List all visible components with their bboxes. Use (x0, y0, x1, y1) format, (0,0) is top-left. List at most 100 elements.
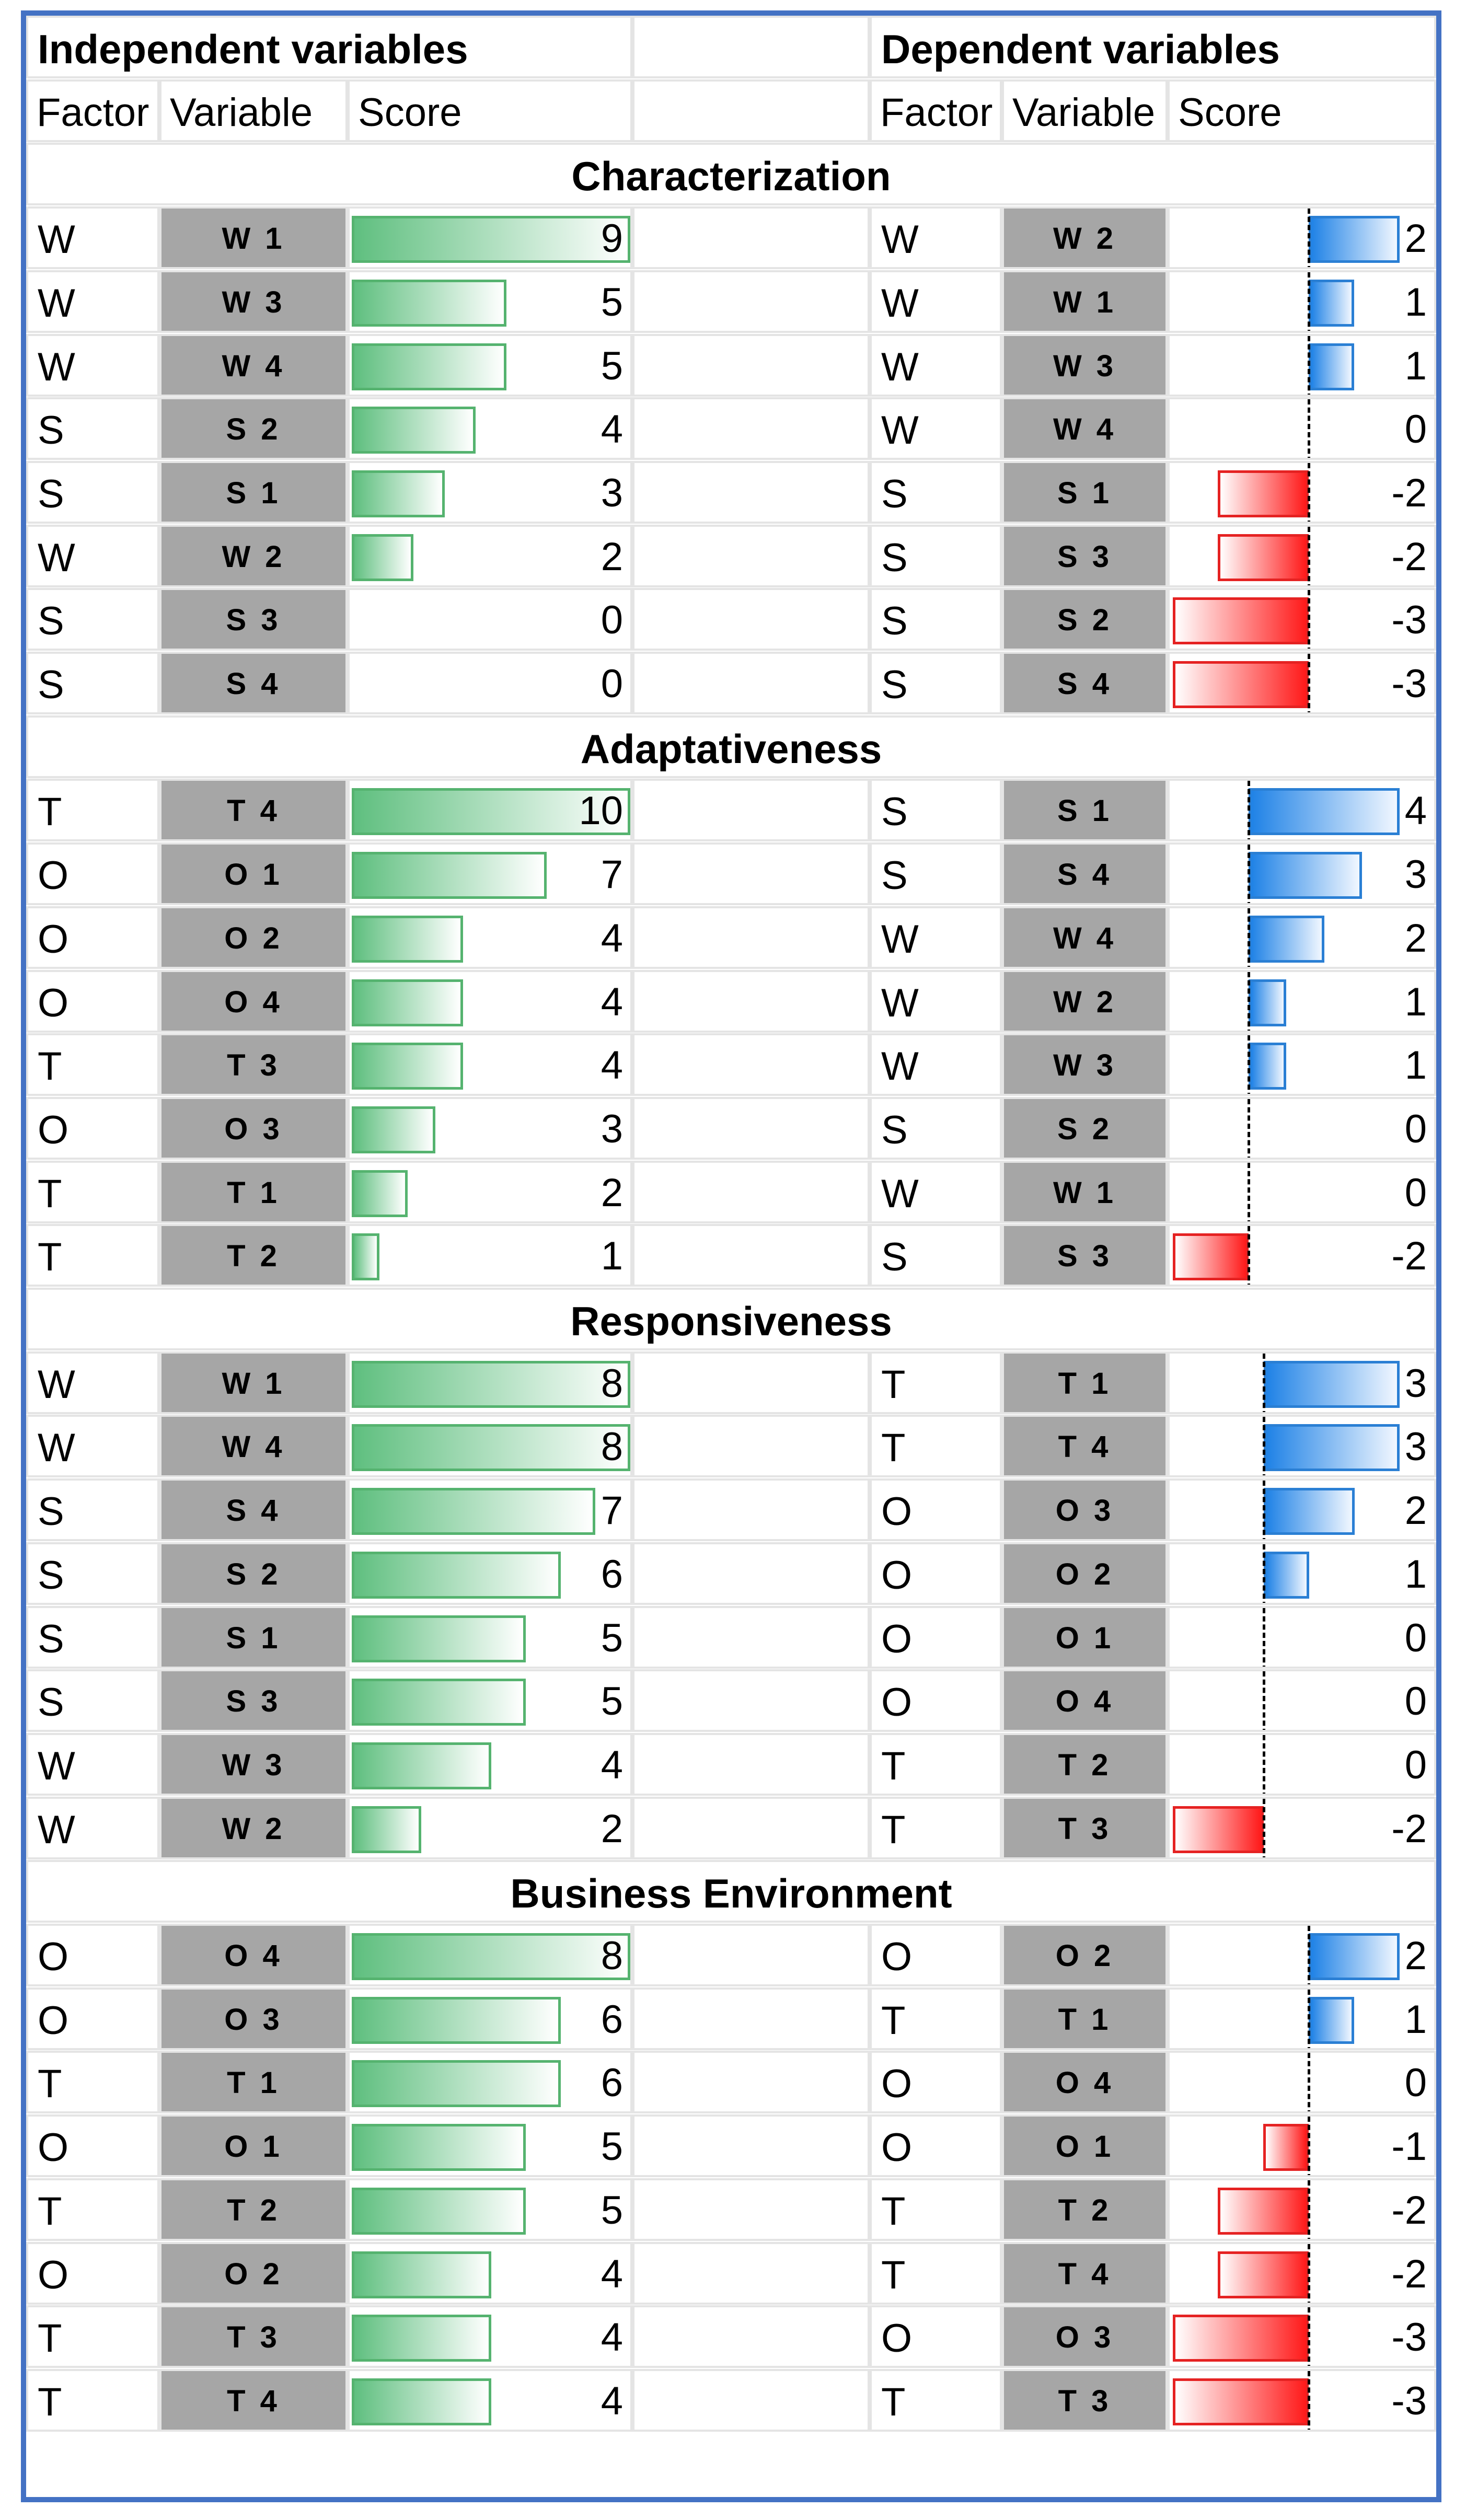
independent-score-bar (352, 1615, 526, 1662)
dependent-score-value: 0 (1404, 1171, 1427, 1215)
independent-factor-cell: O (26, 2114, 159, 2177)
dependent-score-value: -3 (1391, 2315, 1427, 2360)
zero-axis-line (1263, 1608, 1265, 1667)
dependent-factor-cell: S (870, 1224, 1002, 1287)
independent-variable-cell: S 3 (159, 588, 348, 651)
dependent-factor-cell: O (870, 1542, 1002, 1605)
dependent-score-cell: 1 (1168, 1987, 1436, 2050)
section-title: Adaptativeness (26, 715, 1436, 778)
zero-axis-line (1263, 1354, 1265, 1412)
independent-score-value: 5 (601, 1616, 623, 1660)
independent-factor-cell: S (26, 1478, 159, 1541)
independent-score-bar (352, 1170, 408, 1217)
independent-score-cell: 5 (348, 270, 632, 333)
independent-score-value: 6 (601, 1997, 623, 2042)
dependent-variable-cell: O 1 (1002, 1606, 1168, 1669)
dependent-score-cell: 0 (1168, 1606, 1436, 1669)
independent-variable-column-header: Variable (159, 79, 348, 142)
dependent-variable-cell: O 2 (1002, 1542, 1168, 1605)
zero-axis-line (1308, 2244, 1310, 2303)
dependent-score-cell: 2 (1168, 1478, 1436, 1541)
independent-score-column-header: Score (348, 79, 632, 142)
dependent-factor-cell: O (870, 1924, 1002, 1986)
dependent-factor-cell: T (870, 1987, 1002, 2050)
dependent-factor-cell: O (870, 1606, 1002, 1669)
independent-score-cell: 4 (348, 2369, 632, 2432)
dependent-score-cell: -2 (1168, 2178, 1436, 2241)
independent-variables-header: Independent variables (26, 16, 632, 78)
independent-score-bar (352, 1933, 630, 1980)
independent-score-value: 6 (601, 1552, 623, 1597)
dependent-factor-cell: T (870, 1797, 1002, 1859)
dependent-score-value: -2 (1391, 1807, 1427, 1851)
dependent-score-value: -2 (1391, 471, 1427, 515)
dependent-score-value: 0 (1404, 1107, 1427, 1151)
independent-factor-cell: T (26, 1161, 159, 1223)
independent-score-bar (352, 1424, 630, 1471)
independent-factor-cell: T (26, 2369, 159, 2432)
dependent-score-cell: 0 (1168, 1669, 1436, 1732)
dependent-factor-cell: S (870, 779, 1002, 841)
spacer-cell (632, 270, 870, 333)
spacer-cell (632, 2114, 870, 2177)
independent-variable-cell: W 1 (159, 1351, 348, 1414)
independent-variable-cell: W 2 (159, 1797, 348, 1859)
dependent-factor-cell: T (870, 1351, 1002, 1414)
dependent-score-cell: -2 (1168, 2242, 1436, 2305)
independent-score-bar (352, 1552, 561, 1599)
dependent-score-value: -2 (1391, 535, 1427, 579)
independent-variable-cell: W 3 (159, 1733, 348, 1796)
independent-variable-cell: S 2 (159, 397, 348, 460)
independent-factor-cell: O (26, 842, 159, 905)
independent-variable-cell: O 4 (159, 1924, 348, 1986)
dependent-variable-cell: O 3 (1002, 1478, 1168, 1541)
independent-score-cell: 6 (348, 1987, 632, 2050)
dependent-positive-score-bar (1249, 979, 1286, 1026)
independent-score-value: 5 (601, 1679, 623, 1724)
dependent-factor-cell: W (870, 970, 1002, 1033)
zero-axis-line (1308, 2053, 1310, 2111)
independent-score-bar (352, 2251, 491, 2298)
independent-variable-cell: O 1 (159, 842, 348, 905)
independent-variable-cell: T 2 (159, 1224, 348, 1287)
independent-factor-cell: W (26, 525, 159, 587)
dependent-score-value: 2 (1404, 216, 1427, 261)
independent-score-cell: 4 (348, 1733, 632, 1796)
zero-axis-line (1308, 1990, 1310, 2048)
dependent-score-cell: 0 (1168, 397, 1436, 460)
dependent-positive-score-bar (1264, 1488, 1355, 1535)
dependent-score-value: 0 (1404, 407, 1427, 452)
independent-score-cell: 6 (348, 2051, 632, 2113)
independent-variable-cell: S 4 (159, 652, 348, 714)
dependent-score-value: -2 (1391, 2188, 1427, 2233)
zero-axis-line (1308, 590, 1310, 649)
independent-score-bar (352, 2124, 526, 2171)
dependent-variable-cell: O 2 (1002, 1924, 1168, 1986)
independent-score-value: 4 (601, 407, 623, 452)
dependent-score-value: 1 (1404, 1552, 1427, 1597)
independent-score-cell: 10 (348, 779, 632, 841)
independent-score-cell: 2 (348, 1797, 632, 1859)
independent-score-bar (352, 343, 506, 390)
independent-score-value: 1 (601, 1234, 623, 1278)
independent-score-value: 8 (601, 1425, 623, 1469)
independent-score-value: 8 (601, 1361, 623, 1406)
independent-score-bar (352, 2378, 491, 2425)
independent-score-value: 5 (601, 280, 623, 325)
dependent-positive-score-bar (1309, 280, 1354, 327)
independent-factor-cell: O (26, 970, 159, 1033)
independent-score-cell: 9 (348, 206, 632, 269)
dependent-factor-cell: S (870, 525, 1002, 587)
independent-variable-cell: T 1 (159, 2051, 348, 2113)
spacer-cell (632, 652, 870, 714)
dependent-negative-score-bar (1173, 2315, 1309, 2362)
dependent-score-cell: 3 (1168, 1415, 1436, 1477)
dependent-factor-cell: O (870, 2051, 1002, 2113)
spacer-cell (632, 2369, 870, 2432)
independent-factor-cell: W (26, 270, 159, 333)
independent-factor-cell: S (26, 1542, 159, 1605)
independent-score-bar (352, 470, 445, 517)
dependent-score-cell: -3 (1168, 2369, 1436, 2432)
dependent-variable-cell: W 4 (1002, 397, 1168, 460)
independent-factor-cell: S (26, 397, 159, 460)
